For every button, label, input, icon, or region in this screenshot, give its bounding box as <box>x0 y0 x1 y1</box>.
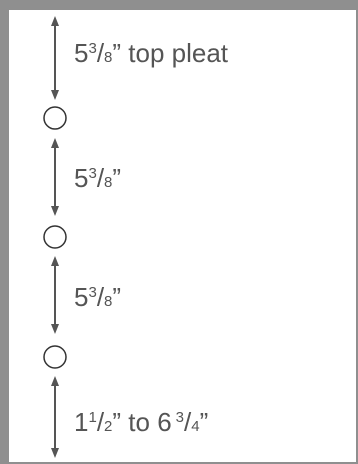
segment-3-label: 53/8” <box>74 282 121 312</box>
segment-bottom: 11/2” to 6 3/4” <box>51 376 208 458</box>
double-arrow-icon <box>51 256 59 334</box>
double-arrow-icon <box>51 376 59 458</box>
double-arrow-icon <box>51 16 59 100</box>
double-arrow-icon <box>51 138 59 216</box>
segment-2-label: 53/8” <box>74 163 121 193</box>
top-pleat-label: 53/8” top pleat <box>74 38 229 68</box>
ring-icon <box>43 345 67 369</box>
bottom-range-label: 11/2” to 6 3/4” <box>74 407 208 437</box>
segment-3: 53/8” <box>51 256 121 334</box>
segment-top-pleat: 53/8” top pleat <box>51 16 229 100</box>
segment-2: 53/8” <box>51 138 121 216</box>
ring-icon <box>43 106 67 130</box>
ring-icon <box>43 225 67 249</box>
